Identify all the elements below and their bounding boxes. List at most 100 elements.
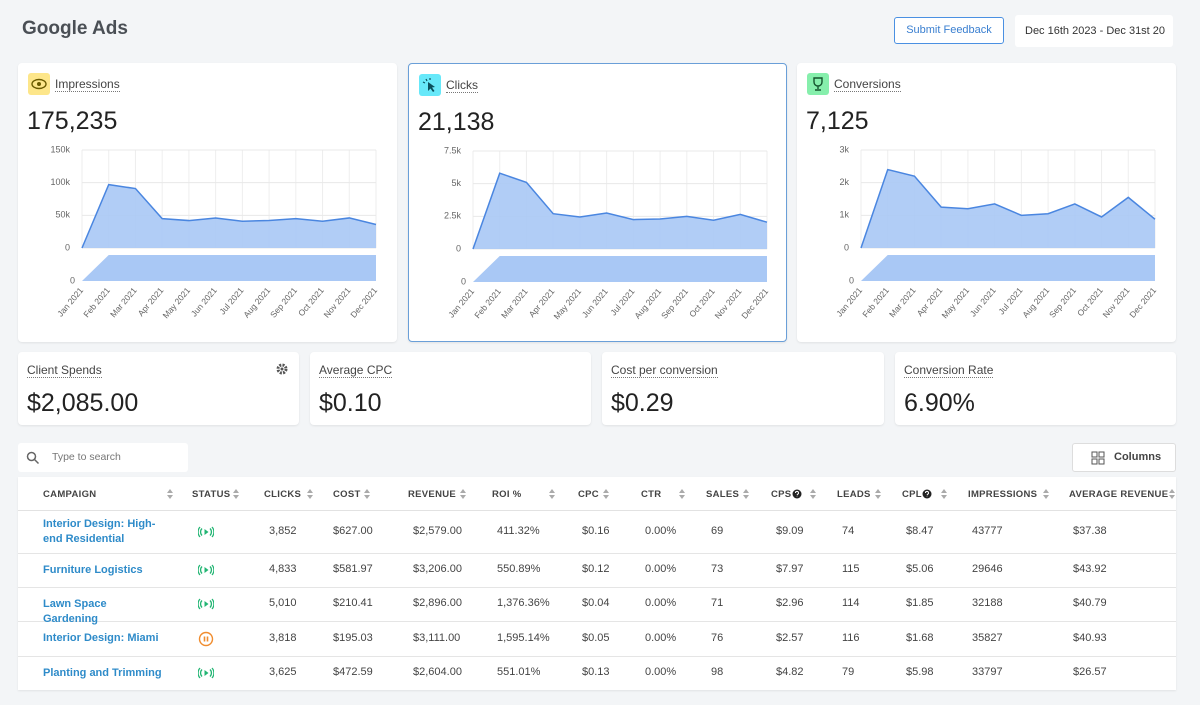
card-label: Conversions xyxy=(834,77,901,92)
sort-icon[interactable] xyxy=(602,488,610,500)
sort-up xyxy=(679,489,685,493)
column-header[interactable]: CPS xyxy=(771,489,792,500)
y-tick-label: 0 xyxy=(65,242,70,252)
campaign-name[interactable]: Interior Design: Miami xyxy=(43,632,159,644)
table-cell: 35827 xyxy=(972,631,1003,644)
column-header[interactable]: STATUS xyxy=(192,489,231,500)
column-header[interactable]: CPC xyxy=(578,489,599,500)
table-cell: $1.85 xyxy=(906,597,934,609)
rays xyxy=(422,78,431,84)
y-tick-label: 50k xyxy=(55,210,70,220)
x-tick-label: Sep 2021 xyxy=(659,286,690,321)
status-icon xyxy=(198,564,214,576)
metric-value: $2,085.00 xyxy=(27,389,139,417)
live-icon xyxy=(204,529,209,535)
column-header[interactable]: CLICKS xyxy=(264,489,302,500)
search-placeholder: Type to search xyxy=(52,451,121,463)
x-tick-label: Dec 2021 xyxy=(739,286,770,321)
x-tick-label: Feb 2021 xyxy=(860,285,891,319)
y-tick-label: 2k xyxy=(839,177,849,187)
sort-down xyxy=(233,495,239,499)
column-header[interactable]: LEADS xyxy=(837,489,871,500)
columns-button[interactable]: Columns xyxy=(1072,443,1176,472)
columns-icon xyxy=(1091,451,1105,465)
sort-icon[interactable] xyxy=(809,488,817,500)
sort-down xyxy=(679,495,685,499)
column-header[interactable]: COST xyxy=(333,489,361,500)
table-cell: $43.92 xyxy=(1073,563,1107,575)
help-mark xyxy=(925,490,929,497)
eye xyxy=(31,78,47,90)
x-tick-label: Sep 2021 xyxy=(268,285,299,320)
date-range[interactable]: Dec 16th 2023 - Dec 31st 20 xyxy=(1015,15,1173,47)
sort-icon[interactable] xyxy=(940,488,948,500)
column-header[interactable]: AVERAGE REVENUE xyxy=(1069,489,1169,500)
campaign-name[interactable]: Interior Design: High-end Residential xyxy=(43,518,156,545)
table-cell: $1.68 xyxy=(906,631,934,644)
sort-up xyxy=(364,489,370,493)
sort-down xyxy=(364,495,370,499)
metric-label: Client Spends xyxy=(27,363,102,378)
column-header[interactable]: REVENUE xyxy=(408,489,457,500)
column-header[interactable]: CTR xyxy=(641,489,662,500)
table-cell: 71 xyxy=(711,597,724,609)
sort-icon[interactable] xyxy=(232,488,240,500)
table-cell: $40.93 xyxy=(1073,631,1107,644)
sort-up xyxy=(167,489,173,493)
sort-down xyxy=(1043,495,1049,499)
sort-down xyxy=(603,495,609,499)
chart-card[interactable]: Clicks 21,138 0 2.5k 5k 7.5k 0 Jan 2021 Feb 2021… xyxy=(408,63,787,342)
sort-down xyxy=(549,495,555,499)
table-cell: 0.00% xyxy=(645,563,677,575)
column-header[interactable]: SALES xyxy=(706,489,740,500)
help-dot xyxy=(792,489,802,499)
x-tick-label: Nov 2021 xyxy=(712,286,743,321)
campaign-name[interactable]: Furniture Logistics xyxy=(43,563,143,576)
table-cell: $4.82 xyxy=(776,666,804,678)
campaign-name[interactable]: Planting and Trimming xyxy=(43,666,162,679)
sort-icon[interactable] xyxy=(678,488,686,500)
sort-icon[interactable] xyxy=(306,488,314,500)
table-cell: 76 xyxy=(711,631,724,644)
sort-down xyxy=(875,495,881,499)
column-header[interactable]: CPL xyxy=(902,489,922,500)
metric-value: $0.10 xyxy=(319,389,382,417)
table-cell: 0.00% xyxy=(645,631,677,644)
table-cell: 4,833 xyxy=(269,563,297,575)
help-icon xyxy=(792,489,802,499)
metric-label: Cost per conversion xyxy=(611,363,718,378)
sort-up xyxy=(307,489,313,493)
x-tick-label: Dec 2021 xyxy=(1127,285,1158,320)
table-cell: 0.00% xyxy=(645,597,677,609)
live-waves xyxy=(198,667,214,679)
feedback-button[interactable]: Submit Feedback xyxy=(894,17,1004,44)
chart-card[interactable]: Impressions 175,235 0 50k 100k 150k 0 Jan 2021 F… xyxy=(18,63,397,342)
card-value: 7,125 xyxy=(806,107,869,135)
search-box[interactable]: Type to search xyxy=(18,443,188,472)
sort-icon[interactable] xyxy=(459,488,467,500)
area xyxy=(861,169,1155,248)
sort-icon[interactable] xyxy=(166,488,174,500)
table-cell: $0.12 xyxy=(582,563,610,575)
column-header[interactable]: IMPRESSIONS xyxy=(968,489,1038,500)
sort-icon[interactable] xyxy=(874,488,882,500)
line xyxy=(81,183,377,249)
campaign-name[interactable]: Lawn Space Gardening xyxy=(43,597,107,625)
metric-label: Conversion Rate xyxy=(904,363,994,378)
column-header[interactable]: CAMPAIGN xyxy=(43,489,97,500)
column-header[interactable]: ROI % xyxy=(492,489,522,500)
sort-icon[interactable] xyxy=(548,488,556,500)
table-cell: $0.05 xyxy=(582,631,610,644)
metric-card: Client Spends $2,085.00 xyxy=(18,352,299,425)
chart-card[interactable]: Conversions 7,125 0 1k 2k 3k 0 Jan 2021 Feb 2021… xyxy=(797,63,1176,342)
sort-icon[interactable] xyxy=(1168,488,1176,500)
table-cell: $3,111.00 xyxy=(413,631,461,644)
table-cell: $7.97 xyxy=(776,563,804,575)
sort-icon[interactable] xyxy=(363,488,371,500)
sort-icon[interactable] xyxy=(1042,488,1050,500)
sort-icon[interactable] xyxy=(742,488,750,500)
settings-icon[interactable] xyxy=(276,363,288,375)
y-tick-label: 5k xyxy=(451,178,461,188)
sort-up xyxy=(743,489,749,493)
